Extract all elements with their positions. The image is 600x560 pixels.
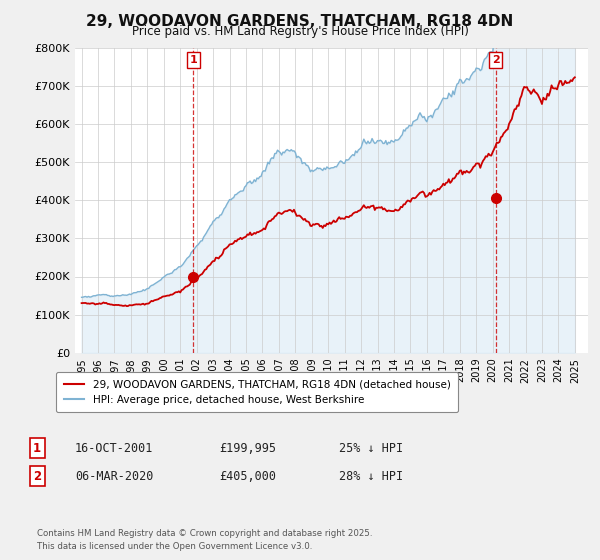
Text: 2: 2 [492,55,499,65]
Text: Price paid vs. HM Land Registry's House Price Index (HPI): Price paid vs. HM Land Registry's House … [131,25,469,38]
Text: Contains HM Land Registry data © Crown copyright and database right 2025.
This d: Contains HM Land Registry data © Crown c… [37,529,373,550]
Text: 2: 2 [33,469,41,483]
Text: 16-OCT-2001: 16-OCT-2001 [75,441,154,455]
Text: 29, WOODAVON GARDENS, THATCHAM, RG18 4DN: 29, WOODAVON GARDENS, THATCHAM, RG18 4DN [86,14,514,29]
Text: 28% ↓ HPI: 28% ↓ HPI [339,469,403,483]
Text: £199,995: £199,995 [219,441,276,455]
Text: 1: 1 [190,55,197,65]
Text: £405,000: £405,000 [219,469,276,483]
Legend: 29, WOODAVON GARDENS, THATCHAM, RG18 4DN (detached house), HPI: Average price, d: 29, WOODAVON GARDENS, THATCHAM, RG18 4DN… [56,372,458,412]
Text: 25% ↓ HPI: 25% ↓ HPI [339,441,403,455]
Text: 06-MAR-2020: 06-MAR-2020 [75,469,154,483]
Text: 1: 1 [33,441,41,455]
